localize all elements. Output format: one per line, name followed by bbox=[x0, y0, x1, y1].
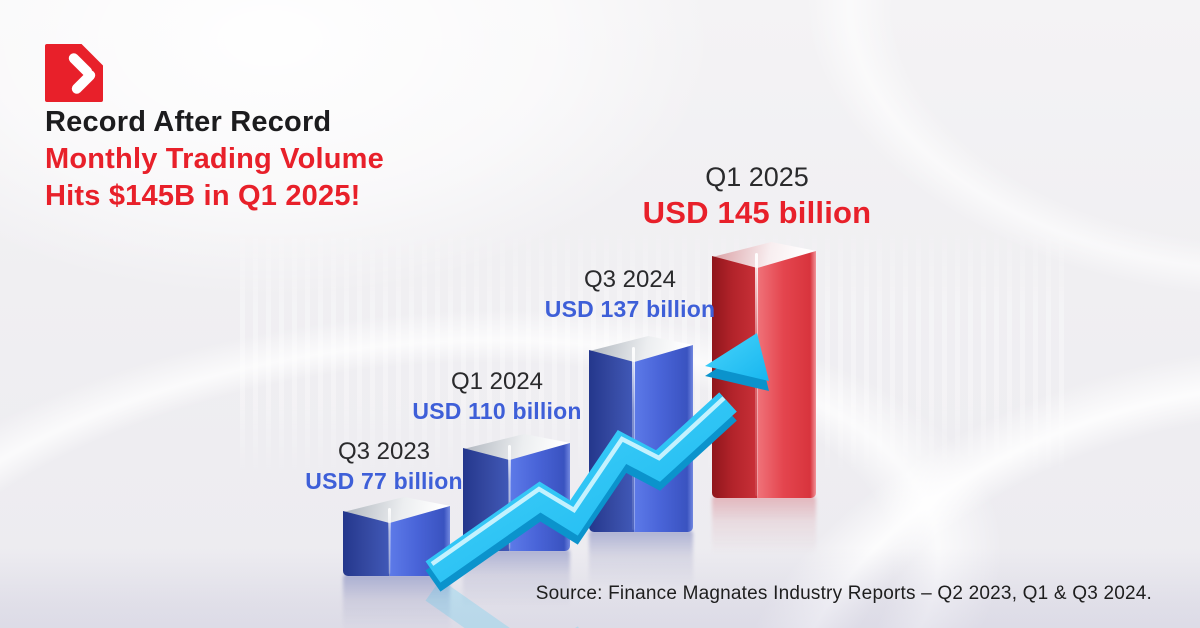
bar-label-q3-2024: Q3 2024 USD 137 billion bbox=[545, 264, 715, 324]
bar-left-face bbox=[463, 448, 510, 551]
bar-label-q1-2025: Q1 2025 USD 145 billion bbox=[643, 160, 872, 231]
bar-q3-2023 bbox=[343, 497, 450, 576]
bar-category-label: Q1 2024 bbox=[450, 368, 544, 395]
bar-corner-highlight bbox=[632, 347, 636, 530]
bar-reflection bbox=[589, 530, 693, 588]
bar-corner-highlight bbox=[387, 508, 391, 574]
bar-value-label: USD 110 billion bbox=[412, 398, 582, 424]
bar-right-face bbox=[634, 345, 693, 532]
bar-left-face bbox=[712, 256, 758, 498]
bar-reflection bbox=[712, 496, 816, 554]
bar-value-label: USD 145 billion bbox=[642, 195, 872, 230]
headline-line-1: Record After Record bbox=[45, 106, 332, 138]
bar-q1-2024 bbox=[463, 434, 570, 551]
bar-right-face bbox=[757, 251, 816, 498]
headline-line-3: Hits $145B in Q1 2025! bbox=[45, 180, 361, 212]
bar-right-face bbox=[509, 443, 570, 551]
bar-label-q1-2024: Q1 2024 USD 110 billion bbox=[412, 366, 581, 426]
source-text: Source: Finance Magnates Industry Report… bbox=[535, 583, 1152, 604]
bar-corner-highlight bbox=[755, 253, 759, 496]
headline-line-2: Monthly Trading Volume bbox=[45, 143, 384, 175]
bar-label-q3-2023: Q3 2023 USD 77 billion bbox=[305, 436, 462, 496]
bar-corner-highlight bbox=[507, 445, 511, 549]
headline: Record After Record Monthly Trading Volu… bbox=[45, 104, 384, 215]
bar-q1-2025 bbox=[712, 242, 816, 498]
bar-value-label: USD 137 billion bbox=[544, 296, 716, 322]
bar-reflection bbox=[343, 574, 450, 628]
bar-left-face bbox=[589, 350, 635, 532]
bar-category-label: Q3 2024 bbox=[583, 266, 677, 293]
bar-q3-2024 bbox=[589, 336, 693, 532]
bar-category-label: Q3 2023 bbox=[337, 438, 431, 465]
bar-category-label: Q1 2025 bbox=[705, 162, 809, 192]
finance-magnates-logo-icon bbox=[45, 44, 103, 102]
bar-value-label: USD 77 billion bbox=[305, 468, 463, 494]
